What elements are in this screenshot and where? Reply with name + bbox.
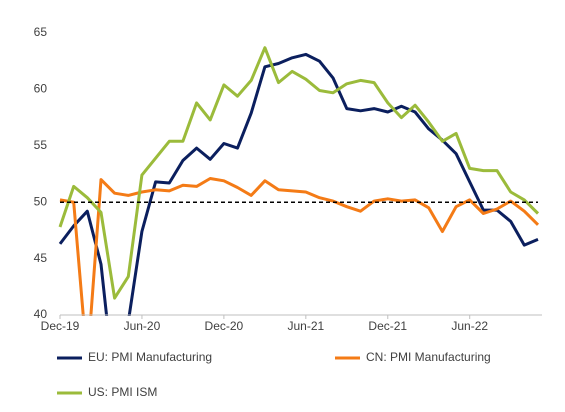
legend-label: CN: PMI Manufacturing — [366, 350, 491, 364]
legend-label: US: PMI ISM — [88, 385, 157, 399]
y-tick-label: 60 — [34, 82, 48, 96]
y-tick-label: 50 — [34, 194, 48, 208]
y-tick-label: 65 — [34, 25, 48, 39]
y-tick-label: 40 — [34, 307, 48, 321]
legend-label: EU: PMI Manufacturing — [88, 350, 212, 364]
x-tick-label: Dec-19 — [41, 319, 80, 333]
series-line — [58, 46, 540, 300]
x-tick-label: Dec-20 — [205, 319, 244, 333]
x-tick-label: Dec-21 — [368, 319, 407, 333]
x-tick-label: Jun-21 — [287, 319, 324, 333]
series-line — [58, 52, 539, 316]
y-tick-label: 45 — [34, 251, 48, 265]
series-line — [59, 177, 540, 316]
plot-area — [58, 46, 540, 316]
x-tick-label: Jun-20 — [124, 319, 161, 333]
x-tick-label: Jun-22 — [451, 319, 488, 333]
y-tick-label: 55 — [34, 138, 48, 152]
